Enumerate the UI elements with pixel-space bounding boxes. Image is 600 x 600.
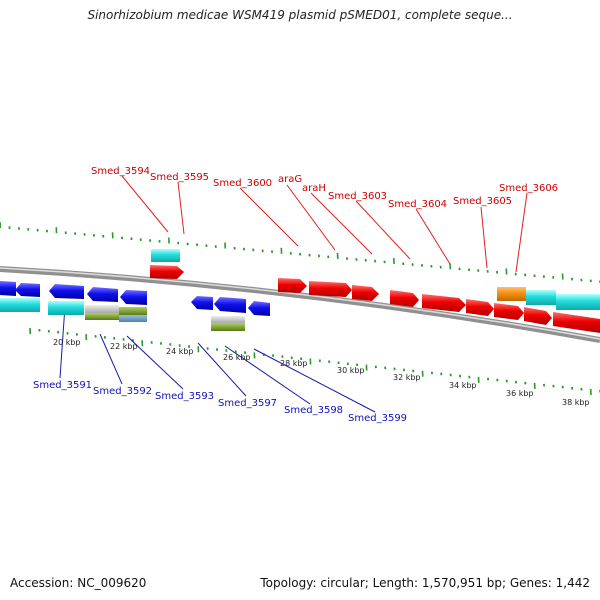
kbp-label: 26 kbp bbox=[223, 353, 251, 362]
backbone bbox=[0, 266, 600, 343]
feature-red-arrow bbox=[352, 285, 379, 301]
gene-label: Smed_3605 bbox=[453, 196, 512, 207]
feature-cyan bbox=[151, 249, 180, 262]
gene-label: Smed_3593 bbox=[155, 391, 214, 402]
feature-red-arrow bbox=[390, 290, 419, 307]
gene-labels-top: Smed_3594 Smed_3595 Smed_3600 araG araH … bbox=[91, 166, 558, 210]
feature-blue-arrow bbox=[15, 283, 40, 297]
gene-label: Smed_3598 bbox=[284, 405, 343, 416]
feature-olive bbox=[211, 323, 245, 331]
kbp-label: 36 kbp bbox=[506, 389, 534, 398]
feature-blue-arrow bbox=[248, 301, 270, 316]
kbp-label: 32 kbp bbox=[393, 373, 421, 382]
feature-red-arrow bbox=[278, 278, 307, 293]
gene-label: Smed_3603 bbox=[328, 191, 387, 202]
feature-blue-arrow bbox=[87, 287, 118, 302]
feature-cyan bbox=[556, 294, 600, 310]
topology-stats: Topology: circular; Length: 1,570,951 bp… bbox=[260, 576, 590, 590]
feature-cyan bbox=[48, 301, 84, 315]
map-title: Sinorhizobium medicae WSM419 plasmid pSM… bbox=[87, 8, 513, 22]
feature-steel bbox=[119, 315, 147, 322]
feature-blue-arrow bbox=[120, 290, 147, 305]
kbp-label: 22 kbp bbox=[110, 342, 138, 351]
accession-text: Accession: NC_009620 bbox=[10, 576, 147, 590]
feature-olive bbox=[119, 307, 147, 315]
feature-red-arrow bbox=[524, 307, 552, 325]
gene-label: Smed_3595 bbox=[150, 172, 209, 183]
tick-row-top bbox=[0, 221, 600, 284]
gene-labels-bottom: Smed_3591 Smed_3592 Smed_3593 Smed_3597 … bbox=[33, 380, 407, 424]
tick-row-bottom bbox=[29, 327, 600, 396]
kbp-label: 30 kbp bbox=[337, 366, 365, 375]
feature-blue-arrow bbox=[0, 281, 16, 296]
gene-label: Smed_3606 bbox=[499, 183, 558, 194]
feature-cyan bbox=[0, 298, 40, 312]
kbp-label: 34 kbp bbox=[449, 381, 477, 390]
feature-cyan bbox=[526, 290, 556, 305]
feature-blue-arrow bbox=[49, 284, 84, 299]
feature-blue-arrow bbox=[191, 296, 213, 310]
gene-label: Smed_3604 bbox=[388, 199, 447, 210]
feature-red-arrow bbox=[422, 294, 466, 312]
feature-red-arrow bbox=[466, 299, 494, 316]
feature-red-arrow bbox=[309, 281, 352, 297]
feature-red-arrow bbox=[494, 303, 524, 320]
callout-lines bbox=[59, 175, 528, 413]
gene-label: Smed_3600 bbox=[213, 178, 272, 189]
kbp-label: 24 kbp bbox=[166, 347, 194, 356]
gene-label: Smed_3597 bbox=[218, 398, 277, 409]
gene-label: Smed_3594 bbox=[91, 166, 150, 177]
gene-label: Smed_3592 bbox=[93, 386, 152, 397]
gene-label: araH bbox=[302, 183, 326, 194]
feature-olive bbox=[85, 313, 119, 320]
kbp-label: 20 kbp bbox=[53, 338, 81, 347]
feature-gray bbox=[211, 316, 245, 323]
kbp-labels: 20 kbp 22 kbp 24 kbp 26 kbp 28 kbp 30 kb… bbox=[53, 338, 590, 407]
kbp-label: 38 kbp bbox=[562, 398, 590, 407]
kbp-label: 28 kbp bbox=[280, 359, 308, 368]
gene-label: araG bbox=[278, 174, 302, 185]
feature-orange bbox=[497, 287, 526, 301]
feature-red-arrow bbox=[553, 312, 600, 333]
gene-label: Smed_3599 bbox=[348, 413, 407, 424]
feature-blue-arrow bbox=[214, 297, 246, 313]
gene-label: Smed_3591 bbox=[33, 380, 92, 391]
feature-gray bbox=[85, 305, 119, 313]
gene-features bbox=[0, 249, 600, 333]
feature-red-arrow bbox=[150, 265, 184, 279]
